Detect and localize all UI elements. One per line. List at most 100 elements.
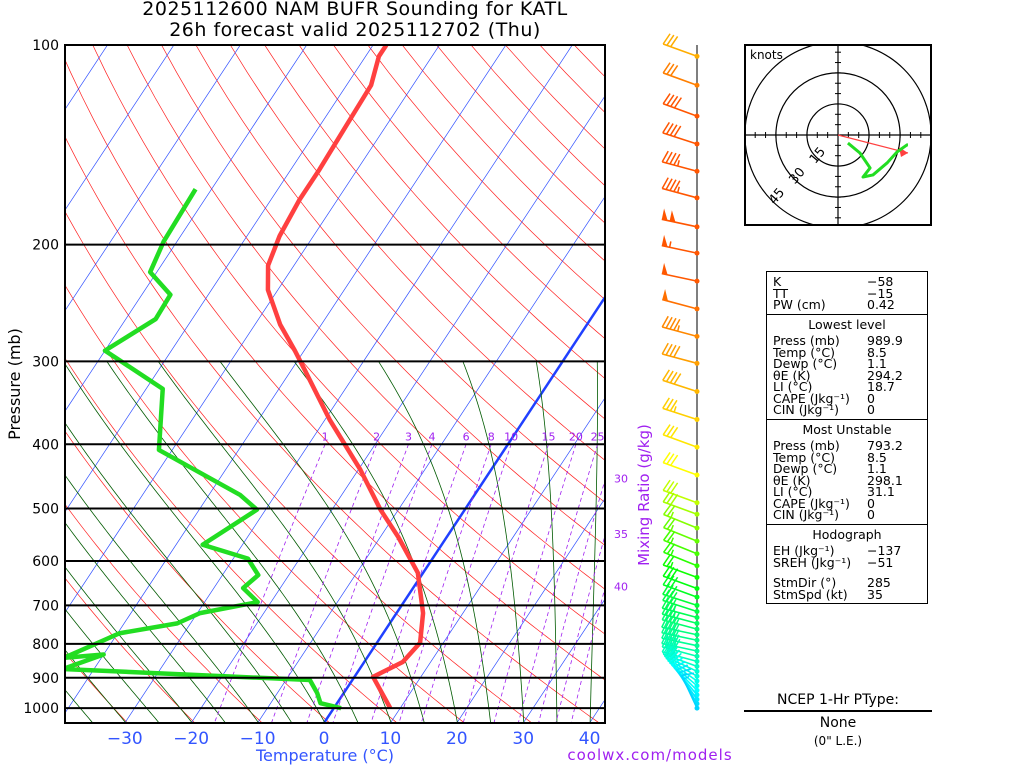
index-label: CAPE (Jkg⁻¹) <box>773 495 850 511</box>
barb-full <box>662 33 671 45</box>
barb-full <box>669 124 678 136</box>
wind-barb <box>662 565 700 591</box>
index-value: 1.1 <box>867 356 887 371</box>
barb-full <box>673 180 681 192</box>
barb-full <box>662 565 671 577</box>
barb-full <box>662 424 671 436</box>
barb-base <box>694 663 700 669</box>
barb-full <box>665 616 672 629</box>
barb-shaft <box>662 379 698 393</box>
barb-full <box>661 632 668 644</box>
index-row: Dewp (°C) 1.1 <box>773 358 921 370</box>
dry-adiabat <box>505 45 605 150</box>
index-value: 18.7 <box>867 379 895 394</box>
plot-area <box>65 45 605 723</box>
dry-adiabat <box>333 45 605 340</box>
index-value: 298.1 <box>867 472 903 488</box>
barb-full <box>666 492 675 504</box>
barb-base <box>694 705 700 711</box>
barb-half <box>670 537 674 544</box>
moist-adiabat <box>65 363 325 723</box>
pressure-tick-label: 800 <box>32 637 59 653</box>
barb-full <box>663 541 672 553</box>
barb-half <box>676 160 680 167</box>
index-row: StmSpd (kt) 35 <box>773 586 921 602</box>
barb-base <box>694 658 700 664</box>
barb-full <box>661 177 669 189</box>
barb-full <box>662 574 671 586</box>
barb-full <box>665 343 673 356</box>
moist-adiabat <box>65 608 159 723</box>
index-label: StmSpd (kt) <box>773 586 848 602</box>
wind-barb <box>661 177 700 201</box>
barb-full <box>661 602 669 615</box>
mixing-ratio-label: 40 <box>614 580 628 593</box>
pressure-tick-label: 300 <box>32 354 59 370</box>
index-label: θE (K) <box>773 472 811 488</box>
barb-full <box>669 610 677 623</box>
barb-base <box>694 673 700 679</box>
barb-full <box>666 518 676 530</box>
barb-full <box>666 481 675 493</box>
barb-full <box>665 648 675 659</box>
barb-base <box>694 637 700 643</box>
barb-pennant <box>661 262 668 275</box>
barb-shaft <box>662 187 698 199</box>
isotherm <box>65 45 308 412</box>
barb-full <box>661 315 669 328</box>
isotherm <box>65 45 175 211</box>
moist-adiabat <box>65 422 292 723</box>
barb-full <box>665 370 674 382</box>
index-value: 0 <box>867 495 875 511</box>
index-label: Temp (°C) <box>773 449 836 465</box>
isotherm <box>522 598 605 723</box>
barb-full <box>670 65 679 77</box>
barb-half <box>669 561 674 569</box>
barb-half <box>670 524 674 531</box>
pressure-tick-label: 400 <box>32 437 59 453</box>
barb-full <box>666 531 676 543</box>
barb-full <box>666 425 675 437</box>
barb-base <box>694 511 700 517</box>
dry-adiabat <box>195 45 605 503</box>
barb-base <box>694 574 700 580</box>
barb-full <box>672 618 680 631</box>
index-value: 0 <box>867 507 875 522</box>
wind-barb <box>662 62 700 88</box>
wind-barb <box>662 491 700 517</box>
barb-full <box>669 179 677 191</box>
barb-full <box>662 397 670 409</box>
mixing-ratio-label: 1 <box>322 430 329 443</box>
wind-barb <box>661 262 700 284</box>
temperature-line <box>265 45 426 710</box>
temperature-tick-label: 0 <box>319 729 330 749</box>
barb-shaft <box>662 584 698 598</box>
barb-shaft <box>662 613 698 625</box>
index-value: −15 <box>867 285 894 301</box>
wind-barb <box>661 315 700 339</box>
barb-full <box>661 608 669 621</box>
index-label: StmDir (°) <box>773 575 837 590</box>
isotherm <box>65 45 440 614</box>
pressure-tick-label: 600 <box>32 554 59 570</box>
pressure-tick-label: 1000 <box>23 701 59 717</box>
barb-base <box>694 53 700 59</box>
barb-pennant <box>661 208 668 221</box>
barb-pennant <box>662 288 669 302</box>
index-value: 285 <box>867 575 891 590</box>
barb-shaft <box>661 244 698 254</box>
dry-adiabat <box>65 503 263 723</box>
moist-adiabat <box>462 361 525 723</box>
barb-base <box>694 678 700 684</box>
wind-barb <box>662 424 700 450</box>
barb-full <box>670 426 679 438</box>
moist-adiabat <box>157 361 392 723</box>
mixing-ratio-label: 10 <box>504 430 518 443</box>
mixing-ratio-line <box>493 444 577 723</box>
index-row: Press (mb) 793.2 <box>773 440 921 452</box>
moist-adiabat <box>65 522 226 723</box>
barb-full <box>665 598 673 610</box>
wind-barb <box>661 608 700 632</box>
pressure-tick-label: 500 <box>32 502 59 518</box>
barb-full <box>672 629 680 642</box>
